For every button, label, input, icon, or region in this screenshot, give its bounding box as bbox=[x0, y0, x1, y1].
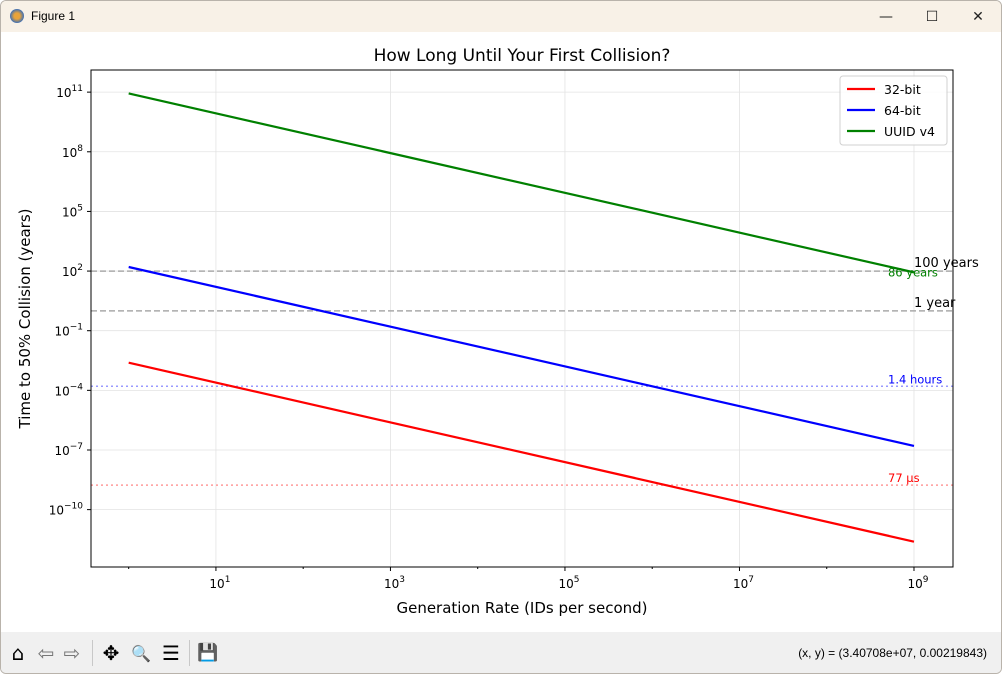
title-bar: Figure 1 — ☐ ✕ bbox=[1, 1, 1001, 32]
series-line-32-bit bbox=[128, 361, 915, 543]
floppy-disk-icon: 💾 bbox=[197, 643, 219, 663]
navigation-toolbar: ⌂ ⇦ ⇨ ✥ 🔍 ☰ 💾 (x, y) = (3.40708e+07, 0.0… bbox=[1, 632, 1001, 673]
y-tick-label: 102 bbox=[62, 263, 83, 279]
x-tick-label: 105 bbox=[558, 575, 579, 591]
minimize-button[interactable]: — bbox=[879, 8, 893, 25]
sliders-icon: ☰ bbox=[162, 641, 180, 665]
x-tick-label: 107 bbox=[733, 575, 754, 591]
y-axis-label: Time to 50% Collision (years) bbox=[16, 209, 34, 430]
move-icon: ✥ bbox=[102, 641, 120, 665]
legend-label: 32-bit bbox=[884, 82, 921, 97]
legend-box bbox=[839, 75, 948, 146]
configure-button[interactable]: ☰ bbox=[158, 640, 184, 666]
close-button[interactable]: ✕ bbox=[972, 8, 984, 25]
y-tick-label: 10−7 bbox=[54, 442, 83, 458]
x-tick-label: 109 bbox=[907, 575, 928, 591]
cursor-coordinates: (x, y) = (3.40708e+07, 0.00219843) bbox=[798, 646, 987, 660]
app-icon bbox=[10, 9, 24, 23]
reference-line-label: 1.4 hours bbox=[888, 372, 942, 386]
toolbar-separator bbox=[92, 640, 93, 666]
home-button[interactable]: ⌂ bbox=[5, 640, 31, 666]
y-tick-label: 10−4 bbox=[54, 382, 83, 398]
maximize-button[interactable]: ☐ bbox=[925, 8, 939, 25]
x-tick-label: 101 bbox=[209, 575, 230, 591]
arrow-left-icon: ⇦ bbox=[37, 641, 55, 665]
arrow-right-icon: ⇨ bbox=[63, 641, 81, 665]
axes-frame bbox=[90, 69, 954, 568]
reference-line-label: 1 year bbox=[914, 296, 956, 311]
legend-label: 64-bit bbox=[884, 103, 921, 118]
forward-button[interactable]: ⇨ bbox=[59, 640, 85, 666]
x-tick-label: 103 bbox=[384, 575, 405, 591]
chart-title: How Long Until Your First Collision? bbox=[374, 46, 671, 66]
back-button[interactable]: ⇦ bbox=[33, 640, 59, 666]
reference-line-label: 77 µs bbox=[888, 471, 920, 485]
zoom-button[interactable]: 🔍 bbox=[128, 640, 154, 666]
series-line-uuid-v4 bbox=[128, 92, 915, 274]
y-tick-label: 108 bbox=[62, 144, 83, 160]
y-tick-label: 1011 bbox=[56, 84, 83, 100]
chart: 101 103 105 107 109 1011 108 105 102 10−1 10−4 10−7… bbox=[16, 46, 979, 617]
pan-button[interactable]: ✥ bbox=[98, 640, 124, 666]
magnifier-icon: 🔍 bbox=[131, 643, 151, 663]
toolbar-separator bbox=[189, 640, 190, 666]
x-axis-label: Generation Rate (IDs per second) bbox=[396, 599, 647, 617]
reference-line-label: 100 years bbox=[914, 256, 979, 271]
save-button[interactable]: 💾 bbox=[195, 640, 221, 666]
legend-label: UUID v4 bbox=[884, 124, 935, 139]
annotation-label: 86 years bbox=[888, 265, 938, 279]
y-tick-label: 10−10 bbox=[49, 502, 84, 518]
window-title: Figure 1 bbox=[31, 9, 76, 23]
home-icon: ⌂ bbox=[11, 641, 25, 665]
series-line-64-bit bbox=[128, 265, 915, 447]
y-tick-label: 10−1 bbox=[54, 323, 83, 339]
y-tick-label: 105 bbox=[62, 203, 83, 219]
